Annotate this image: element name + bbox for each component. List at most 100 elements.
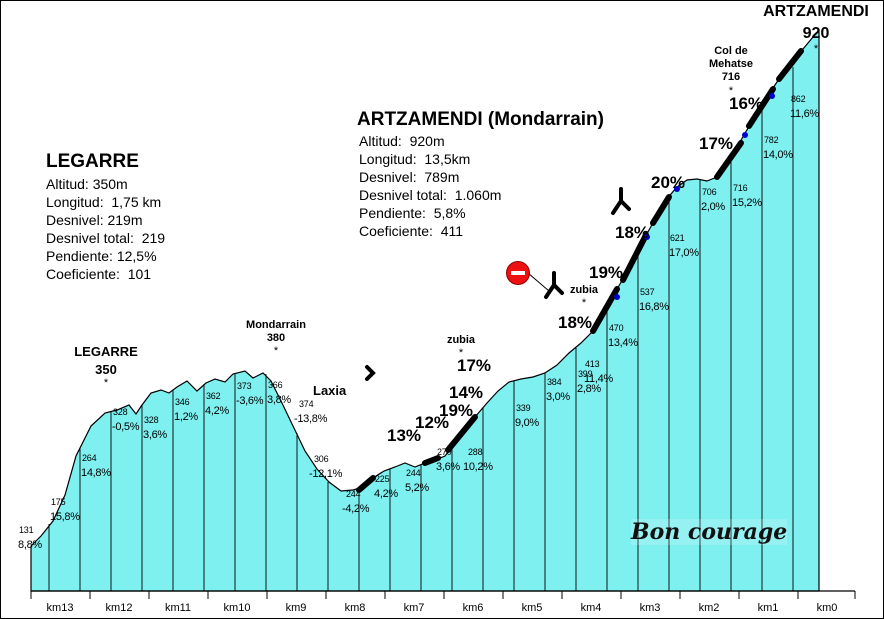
steep-label-18b: 18%: [615, 223, 650, 242]
segment-altitude: 270: [437, 447, 452, 457]
steep-ramp-markers: [356, 48, 804, 493]
x-axis-tick-label: km0: [816, 602, 838, 614]
segment-gradient: -0,5%: [112, 421, 140, 433]
place-label-mondarrain: Mondarrain: [246, 319, 306, 331]
place-label-laxia: Laxia: [313, 383, 347, 398]
segment-altitude: 288: [468, 447, 483, 457]
segment-altitude: 328: [113, 407, 128, 417]
segment-altitude: 306: [314, 454, 329, 464]
stop-sign-leader-line: [527, 272, 550, 292]
x-axis-tick-label: km2: [698, 602, 720, 614]
segment-gradient: 11,4%: [584, 373, 613, 385]
segment-gradient: 13,4%: [608, 337, 638, 349]
steep-label-18a: 18%: [558, 313, 593, 332]
place-label-mehatse: Mehatse: [708, 58, 754, 70]
steep-label-20: 20%: [651, 173, 686, 192]
segment-gradient: -12,1%: [309, 468, 343, 480]
segment-gradient: -13,8%: [294, 413, 328, 425]
x-axis-tick-label: km6: [462, 602, 484, 614]
legarre-info-longitud: Longitud: 1,75 km: [46, 194, 162, 210]
segment-gradient: 16,8%: [639, 301, 669, 313]
segment-gradient: 3,0%: [546, 391, 570, 403]
segment-altitude: 862: [791, 94, 806, 104]
segment-altitude: 175: [51, 497, 66, 507]
place-star-mondarrain: *: [273, 345, 279, 357]
segment-gradient: 17,0%: [669, 247, 699, 259]
segment-altitude: 225: [375, 474, 390, 484]
segment-altitude: 621: [670, 233, 685, 243]
summit-altitude: 920: [802, 25, 830, 42]
x-axis-tick-label: km11: [164, 602, 192, 614]
segment-gradient: 10,2%: [463, 461, 493, 473]
segment-altitude: 716: [733, 183, 748, 193]
place-label-zubia-1: zubia: [446, 334, 476, 346]
place-altitude-mondarrain: 380: [266, 332, 286, 344]
no-entry-icon: [506, 261, 530, 285]
x-axis-tick-label: km12: [105, 602, 133, 614]
legarre-info-coeficiente: Coeficiente: 101: [46, 266, 152, 282]
segment-gradient: 14,0%: [763, 149, 793, 161]
steep-label-16: 16%: [729, 94, 764, 113]
bon-courage-annotation: Bon courage: [631, 519, 788, 545]
segment-gradient: 15,2%: [732, 197, 762, 209]
segment-gradient: -4,2%: [342, 503, 370, 515]
main-info-title: ARTZAMENDI (Mondarrain): [357, 109, 604, 130]
segment-gradient: 9,0%: [515, 417, 539, 429]
segment-gradient: 8,8%: [18, 539, 42, 551]
main-info-coeficiente: Coeficiente: 411: [359, 223, 464, 239]
segment-gradient: 3,8%: [267, 394, 291, 406]
steep-label-12: 12%: [415, 413, 450, 432]
place-star-zubia-2: *: [581, 297, 587, 309]
segment-gradient: 3,6%: [436, 461, 460, 473]
segment-altitude: 131: [19, 525, 34, 535]
steep-label-19b: 19%: [589, 263, 624, 282]
segment-divider-lines: [48, 31, 820, 591]
segment-altitude: 470: [609, 323, 624, 333]
segment-gradient: 5,2%: [405, 482, 429, 494]
legarre-info-desnivel-total: Desnivel total: 219: [46, 230, 166, 246]
x-axis-tick-label: km9: [285, 602, 307, 614]
main-info-altitud: Altitud: 920m: [359, 133, 445, 149]
segment-altitude: 374: [299, 399, 314, 409]
axis-ticks: [30, 591, 856, 599]
segment-altitude: 264: [82, 453, 97, 463]
elevation-area-fill: [30, 29, 820, 592]
x-axis-tick-label: km8: [344, 602, 366, 614]
segment-gradient: 4,2%: [374, 488, 398, 500]
segment-altitude: 362: [206, 391, 221, 401]
steep-label-19a: 19%: [439, 401, 474, 420]
x-axis-tick-label: km1: [757, 602, 779, 614]
segment-altitude: 328: [144, 415, 159, 425]
segment-altitude: 244: [346, 489, 361, 499]
segment-altitude: 782: [764, 135, 779, 145]
segment-altitude: 384: [547, 377, 562, 387]
segment-gradient: 2,8%: [577, 383, 601, 395]
steep-label-17a: 17%: [457, 356, 492, 375]
main-info-desnivel: Desnivel: 789m: [359, 169, 460, 185]
segment-altitude: 366: [268, 380, 283, 390]
x-axis-tick-label: km3: [639, 602, 661, 614]
junction-fork-icons: [365, 187, 631, 381]
segment-altitude: 399: [578, 369, 593, 379]
segment-altitude: 346: [175, 397, 190, 407]
segment-altitude: 537: [640, 287, 655, 297]
steep-label-14: 14%: [449, 383, 484, 402]
summit-star: *: [813, 43, 819, 55]
x-axis-tick-label: km4: [580, 602, 602, 614]
segment-gradient: 4,2%: [205, 405, 229, 417]
place-star-legarre: *: [103, 377, 109, 389]
x-axis-tick-label: km10: [223, 602, 251, 614]
main-info-pendiente: Pendiente: 5,8%: [359, 205, 466, 221]
segment-altitude: 244: [406, 468, 421, 478]
place-label-zubia-2: zubia: [569, 284, 599, 296]
segment-gradient: 11,6%: [790, 108, 819, 120]
segment-gradient: 15,8%: [50, 511, 80, 523]
segment-gradient: 14,8%: [81, 467, 111, 479]
place-altitude-mehatse: 716: [721, 71, 741, 83]
x-axis-tick-label: km7: [403, 602, 425, 614]
legarre-info-title: LEGARRE: [46, 151, 139, 172]
segment-gradient: 1,2%: [174, 411, 198, 423]
legarre-info-desnivel: Desnivel: 219m: [46, 212, 143, 228]
